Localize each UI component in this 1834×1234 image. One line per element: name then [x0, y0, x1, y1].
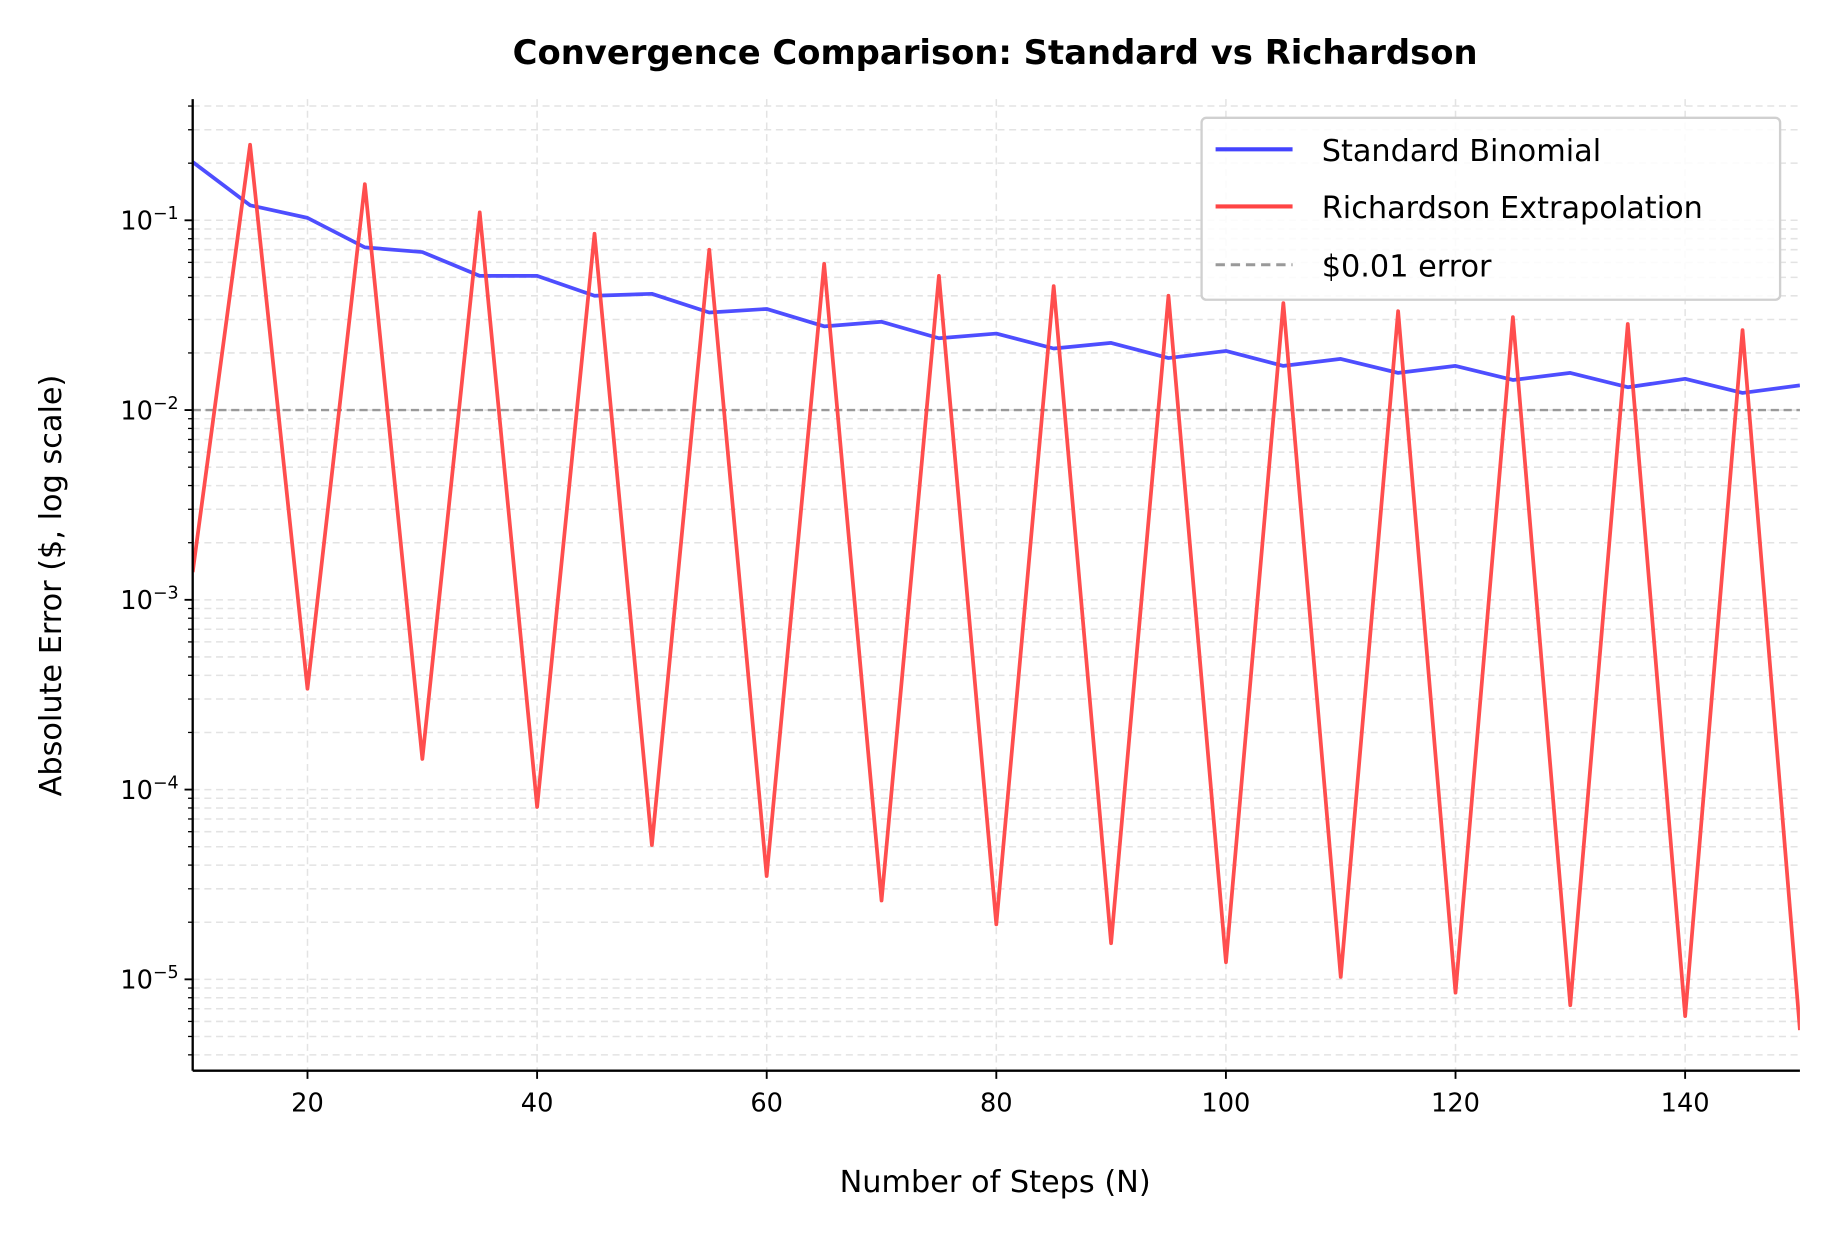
- x-tick-label: 140: [1661, 1089, 1710, 1119]
- y-tick-label: 10−2: [120, 394, 178, 426]
- y-axis-label: Absolute Error ($, log scale): [34, 375, 69, 797]
- chart-title: Convergence Comparison: Standard vs Rich…: [513, 33, 1478, 72]
- x-tick-label: 100: [1201, 1089, 1250, 1119]
- y-tick-label: 10−4: [120, 773, 178, 805]
- legend-box: [1200, 116, 1782, 301]
- x-tick-label: 120: [1431, 1089, 1480, 1119]
- x-tick-label: 40: [521, 1089, 554, 1119]
- y-tick-label: 10−5: [120, 963, 178, 995]
- legend-label-standard: Standard Binomial: [1322, 134, 1601, 169]
- legend-label-richardson: Richardson Extrapolation: [1322, 191, 1703, 226]
- legend: Standard Binomial Richardson Extrapolati…: [1200, 116, 1782, 301]
- series-lines: [192, 142, 1800, 1031]
- series-line-standard-binomial: [192, 160, 1800, 395]
- x-tick-label: 80: [980, 1089, 1013, 1119]
- axes: 20 40 60 80 100 120 140 10−1 10−2 10−3 10−4 10−5: [120, 99, 1800, 1119]
- x-axis-label: Number of Steps (N): [840, 1165, 1151, 1200]
- x-tick-label: 20: [291, 1089, 324, 1119]
- series-line-richardson-extrapolation: [192, 142, 1800, 1031]
- legend-label-reference: $0.01 error: [1322, 249, 1492, 284]
- x-tick-label: 60: [750, 1089, 783, 1119]
- y-tick-label: 10−1: [120, 204, 178, 236]
- y-tick-label: 10−3: [120, 584, 178, 616]
